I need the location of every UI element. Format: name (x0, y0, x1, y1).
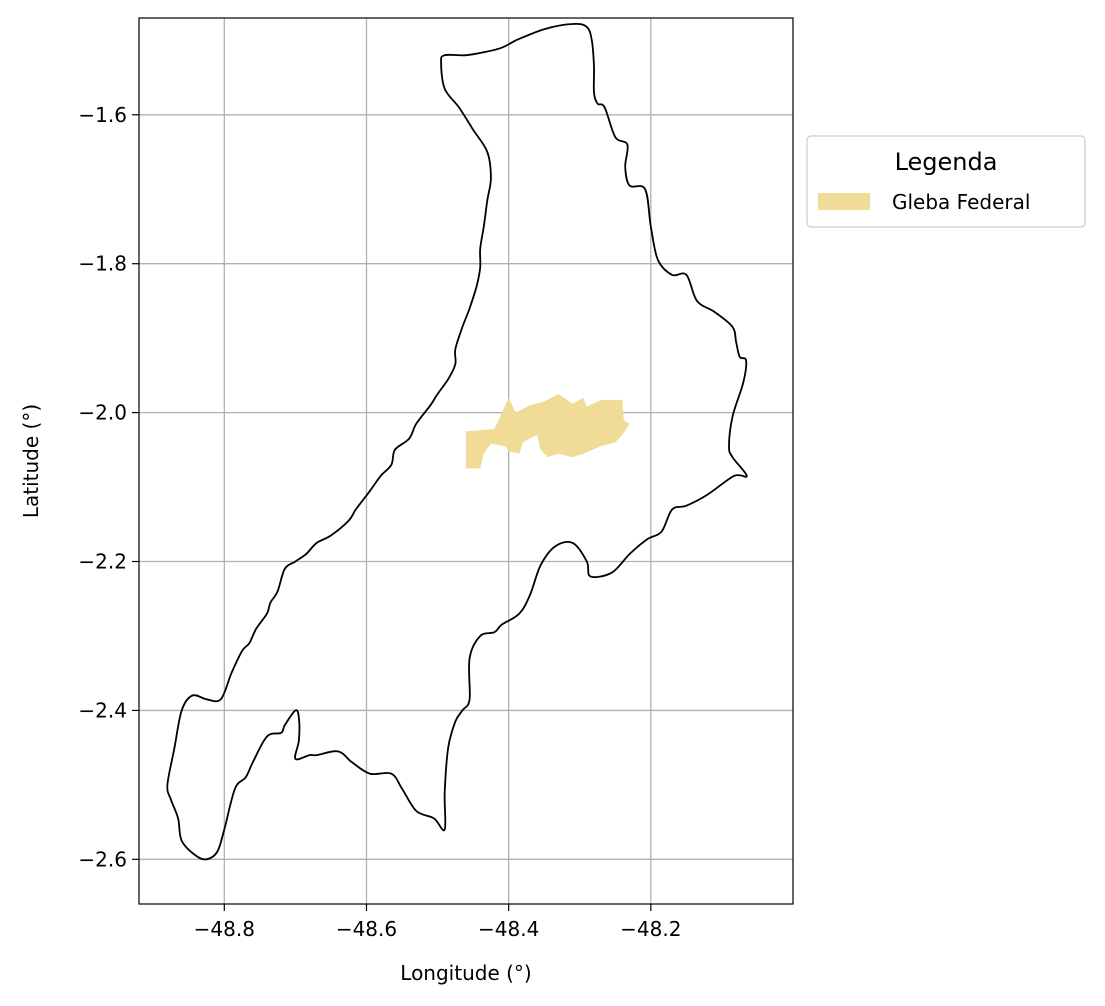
x-tick-label: −48.6 (336, 917, 397, 941)
municipality-boundary-outline (166, 22, 748, 861)
map-axes: −48.8 −48.6 −48.4 −48.2 −1.6 −1.8 −2.0 −2.2 −2.… (78, 17, 794, 941)
x-tick-label: −48.4 (478, 917, 539, 941)
x-tick-label: −48.8 (194, 917, 255, 941)
x-axis-ticks: −48.8 −48.6 −48.4 −48.2 (194, 904, 681, 941)
gridlines (139, 18, 793, 904)
legend-box (806, 135, 1086, 228)
y-tick-label: −2.2 (78, 550, 127, 574)
y-tick-label: −1.8 (78, 252, 127, 276)
legend: Legenda Gleba Federal (806, 135, 1086, 228)
axes-frame (138, 17, 794, 905)
y-axis-ticks: −1.6 −1.8 −2.0 −2.2 −2.4 −2.6 (78, 103, 139, 871)
x-tick-label: −48.2 (620, 917, 681, 941)
legend-swatch-gleba-federal (818, 193, 870, 210)
legend-entry-label: Gleba Federal (892, 190, 1030, 214)
y-axis-label: Latitude (°) (19, 404, 43, 518)
x-axis-label: Longitude (°) (400, 961, 531, 985)
y-tick-label: −1.6 (78, 103, 127, 127)
legend-title: Legenda (895, 148, 998, 176)
gleba-federal-polygon (466, 394, 630, 469)
y-tick-label: −2.6 (78, 847, 127, 871)
y-tick-label: −2.0 (78, 401, 127, 425)
y-tick-label: −2.4 (78, 698, 127, 722)
